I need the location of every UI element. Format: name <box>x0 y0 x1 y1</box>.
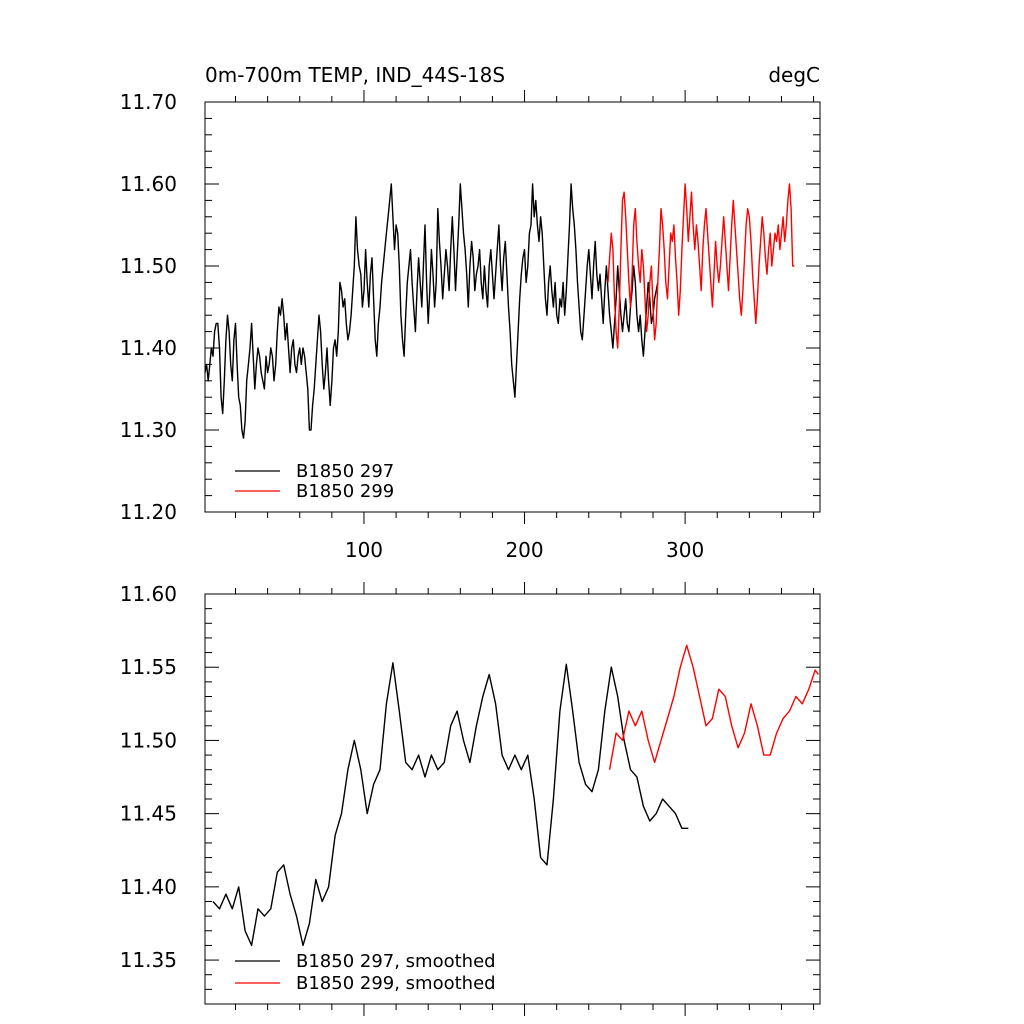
top-series-line-2 <box>607 183 795 349</box>
y-tick-label: 11.55 <box>120 655 177 679</box>
y-tick-label: 11.40 <box>120 336 177 360</box>
top-series-line-1 <box>204 183 659 439</box>
y-tick-label: 11.70 <box>120 90 177 114</box>
bottom-plot-frame <box>204 593 821 1005</box>
x-tick-label: 100 <box>345 538 383 562</box>
x-tick-label: 200 <box>505 538 543 562</box>
bottom-minor-ticks <box>205 588 820 1010</box>
x-tick-label: 300 <box>666 538 704 562</box>
bottom-legend-label-1: B1850 297, smoothed <box>296 951 496 972</box>
top-legend: B1850 297 B1850 299 <box>235 461 394 502</box>
bottom-series-line-1 <box>212 662 689 947</box>
bottom-legend: B1850 297, smoothed B1850 299, smoothed <box>235 951 496 994</box>
y-tick-label: 11.30 <box>120 418 177 442</box>
y-tick-label: 11.50 <box>120 254 177 278</box>
bottom-y-tick-labels: 11.35 11.40 11.45 11.50 11.55 11.60 <box>120 582 177 972</box>
y-tick-label: 11.60 <box>120 172 177 196</box>
top-minor-ticks <box>205 96 820 518</box>
top-x-tick-labels: 100 200 300 <box>345 538 704 562</box>
top-y-tick-labels: 11.20 11.30 11.40 11.50 11.60 11.70 <box>120 90 177 524</box>
y-tick-label: 11.20 <box>120 500 177 524</box>
top-panel-title: 0m-700m TEMP, IND_44S-18S <box>205 63 505 87</box>
y-tick-label: 11.35 <box>120 948 177 972</box>
y-tick-label: 11.40 <box>120 875 177 899</box>
y-tick-label: 11.45 <box>120 802 177 826</box>
y-tick-label: 11.50 <box>120 728 177 752</box>
bottom-legend-label-2: B1850 299, smoothed <box>296 973 496 994</box>
top-panel: 0m-700m TEMP, IND_44S-18S degC 11.20 11.3… <box>120 63 821 562</box>
bottom-series-line-2 <box>608 644 819 770</box>
top-legend-label-2: B1850 299 <box>296 481 394 502</box>
top-series-lines <box>204 183 795 439</box>
y-tick-label: 11.60 <box>120 582 177 606</box>
top-plot-frame <box>204 101 821 513</box>
bottom-panel: 11.35 11.40 11.45 11.50 11.55 11.60 B1850 297… <box>120 582 821 1016</box>
top-legend-label-1: B1850 297 <box>296 461 394 482</box>
bottom-series-lines <box>212 644 819 947</box>
top-panel-units: degC <box>768 63 820 87</box>
